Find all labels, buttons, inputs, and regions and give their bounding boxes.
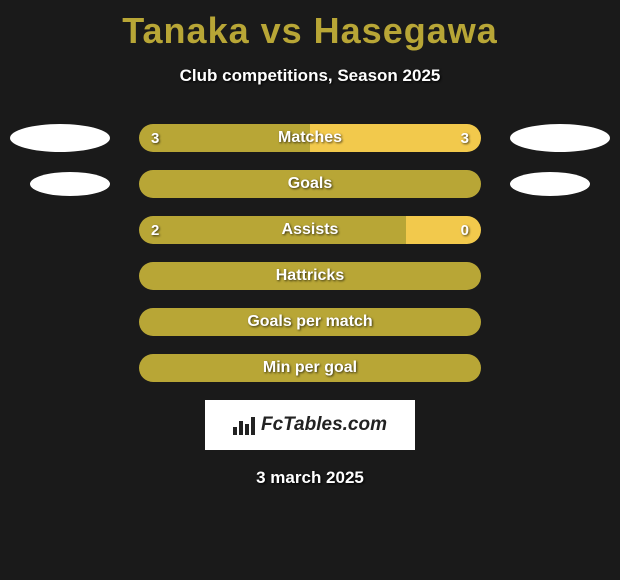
stat-bar-right [406, 216, 481, 244]
stat-bar: Hattricks [139, 262, 481, 290]
page-title: Tanaka vs Hasegawa [0, 0, 620, 52]
stat-bar-right [310, 124, 481, 152]
page-subtitle: Club competitions, Season 2025 [0, 66, 620, 86]
date-label: 3 march 2025 [0, 468, 620, 488]
brand-inner: FcTables.com [233, 414, 387, 436]
stat-row: Goals per match [0, 308, 620, 336]
stat-value-right: 3 [461, 124, 469, 152]
stat-bar: Min per goal [139, 354, 481, 382]
stat-bar: Goals [139, 170, 481, 198]
brand-box: FcTables.com [205, 400, 415, 450]
stat-value-left: 3 [151, 124, 159, 152]
stat-bar-left [139, 124, 310, 152]
stat-bar-left [139, 216, 406, 244]
stats-rows: Matches33GoalsAssists20HattricksGoals pe… [0, 124, 620, 382]
brand-text: FcTables.com [261, 414, 387, 436]
stat-bar-left [139, 308, 481, 336]
stat-row: Assists20 [0, 216, 620, 244]
stat-bar: Goals per match [139, 308, 481, 336]
stat-bar: Matches33 [139, 124, 481, 152]
stat-bar-left [139, 354, 481, 382]
player-ellipse-right [510, 172, 590, 196]
stat-row: Min per goal [0, 354, 620, 382]
stat-bar: Assists20 [139, 216, 481, 244]
stat-bar-left [139, 170, 481, 198]
stat-value-right: 0 [461, 216, 469, 244]
stat-row: Goals [0, 170, 620, 198]
player-ellipse-right [510, 124, 610, 152]
stat-value-left: 2 [151, 216, 159, 244]
chart-icon [233, 415, 255, 435]
stat-row: Hattricks [0, 262, 620, 290]
stat-row: Matches33 [0, 124, 620, 152]
player-ellipse-left [30, 172, 110, 196]
player-ellipse-left [10, 124, 110, 152]
stat-bar-left [139, 262, 481, 290]
